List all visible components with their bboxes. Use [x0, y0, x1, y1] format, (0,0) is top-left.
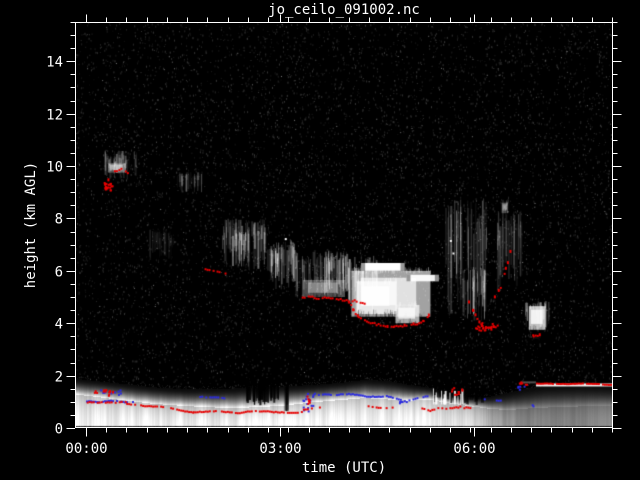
y-tick-label: 6 — [55, 265, 63, 281]
backscatter-field-canvas — [75, 22, 613, 428]
x-tick-label: 06:00 — [453, 441, 495, 457]
y-tick-label: 2 — [55, 370, 63, 386]
plot-title: jo_ceilo_091002.nc — [268, 2, 420, 18]
x-axis-label: time (UTC) — [301, 460, 387, 476]
y-tick-label: 12 — [46, 108, 63, 124]
y-tick-label: 10 — [46, 160, 63, 176]
y-tick-label: 8 — [55, 212, 63, 228]
y-axis-label: height (km AGL) — [23, 161, 39, 289]
y-tick-label: 14 — [46, 55, 63, 71]
x-tick-label: 00:00 — [65, 441, 107, 457]
y-tick-label: 0 — [55, 422, 63, 438]
y-tick-label: 4 — [55, 317, 63, 333]
plot-frame — [75, 22, 613, 428]
x-tick-label: 03:00 — [259, 441, 301, 457]
